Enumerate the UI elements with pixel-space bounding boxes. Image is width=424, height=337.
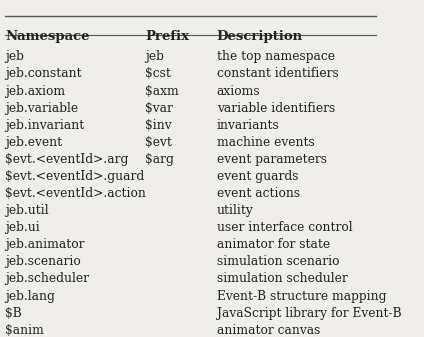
Text: user interface control: user interface control	[217, 221, 352, 234]
Text: axioms: axioms	[217, 85, 260, 98]
Text: jeb: jeb	[145, 51, 164, 63]
Text: event guards: event guards	[217, 170, 298, 183]
Text: jeb.animator: jeb.animator	[5, 238, 85, 251]
Text: machine events: machine events	[217, 136, 315, 149]
Text: $evt.<eventId>.guard: $evt.<eventId>.guard	[5, 170, 145, 183]
Text: animator canvas: animator canvas	[217, 324, 320, 337]
Text: jeb.lang: jeb.lang	[5, 289, 55, 303]
Text: simulation scenario: simulation scenario	[217, 255, 339, 268]
Text: JavaScript library for Event-B: JavaScript library for Event-B	[217, 307, 402, 319]
Text: jeb.axiom: jeb.axiom	[5, 85, 65, 98]
Text: Description: Description	[217, 30, 303, 43]
Text: $anim: $anim	[5, 324, 44, 337]
Text: jeb.scenario: jeb.scenario	[5, 255, 81, 268]
Text: event parameters: event parameters	[217, 153, 327, 166]
Text: $inv: $inv	[145, 119, 172, 132]
Text: $evt: $evt	[145, 136, 172, 149]
Text: jeb: jeb	[5, 51, 24, 63]
Text: Event-B structure mapping: Event-B structure mapping	[217, 289, 386, 303]
Text: variable identifiers: variable identifiers	[217, 102, 335, 115]
Text: jeb.scheduler: jeb.scheduler	[5, 272, 89, 285]
Text: simulation scheduler: simulation scheduler	[217, 272, 348, 285]
Text: the top namespace: the top namespace	[217, 51, 335, 63]
Text: $B: $B	[5, 307, 22, 319]
Text: jeb.variable: jeb.variable	[5, 102, 78, 115]
Text: jeb.util: jeb.util	[5, 204, 49, 217]
Text: Prefix: Prefix	[145, 30, 189, 43]
Text: $axm: $axm	[145, 85, 179, 98]
Text: jeb.event: jeb.event	[5, 136, 62, 149]
Text: constant identifiers: constant identifiers	[217, 67, 338, 81]
Text: $cst: $cst	[145, 67, 171, 81]
Text: jeb.invariant: jeb.invariant	[5, 119, 84, 132]
Text: utility: utility	[217, 204, 254, 217]
Text: Namespace: Namespace	[5, 30, 89, 43]
Text: jeb.constant: jeb.constant	[5, 67, 82, 81]
Text: $var: $var	[145, 102, 173, 115]
Text: animator for state: animator for state	[217, 238, 330, 251]
Text: jeb.ui: jeb.ui	[5, 221, 40, 234]
Text: $evt.<eventId>.action: $evt.<eventId>.action	[5, 187, 146, 200]
Text: event actions: event actions	[217, 187, 300, 200]
Text: $evt.<eventId>.arg: $evt.<eventId>.arg	[5, 153, 128, 166]
Text: invariants: invariants	[217, 119, 279, 132]
Text: $arg: $arg	[145, 153, 174, 166]
